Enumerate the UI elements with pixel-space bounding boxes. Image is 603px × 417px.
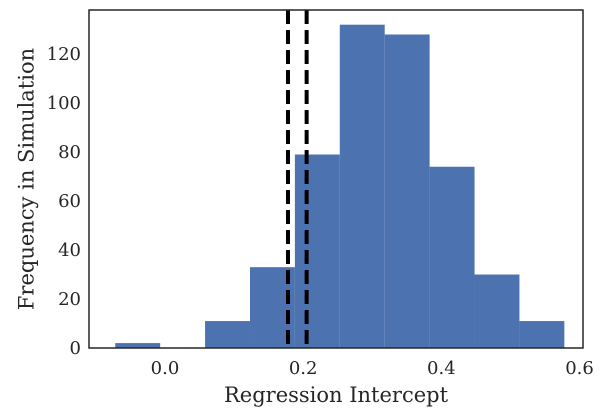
y-tick-label: 20	[58, 289, 81, 310]
histogram-bar	[384, 34, 430, 349]
y-tick-label: 60	[58, 191, 81, 212]
x-tick-label: 0.4	[427, 358, 456, 379]
y-tick-label: 80	[58, 142, 81, 163]
histogram-bar	[519, 321, 565, 348]
histogram-bar	[339, 24, 385, 349]
bars-layer	[115, 24, 565, 349]
x-tick-label: 0.0	[151, 358, 180, 379]
reference-lines-layer	[285, 10, 309, 348]
y-tick-label: 100	[47, 93, 81, 114]
histogram-bar	[474, 274, 520, 348]
x-tick-label: 0.6	[565, 358, 594, 379]
y-tick-label: 40	[58, 240, 81, 261]
x-axis-ticks: 0.0 0.2 0.4 0.6	[151, 358, 594, 379]
x-axis-label: Regression Intercept	[224, 383, 449, 407]
histogram-bar	[115, 343, 161, 348]
plot-frame	[88, 9, 584, 349]
histogram-bar	[205, 321, 250, 348]
y-tick-label: 120	[47, 44, 81, 65]
y-axis-label: Frequency in Simulation	[14, 48, 38, 310]
histogram-bar	[294, 154, 340, 348]
y-axis-ticks: 0 20 40 60 80 100 120	[47, 44, 81, 359]
histogram-bar	[429, 166, 475, 348]
y-tick-label: 0	[70, 338, 81, 359]
x-tick-label: 0.2	[289, 358, 318, 379]
